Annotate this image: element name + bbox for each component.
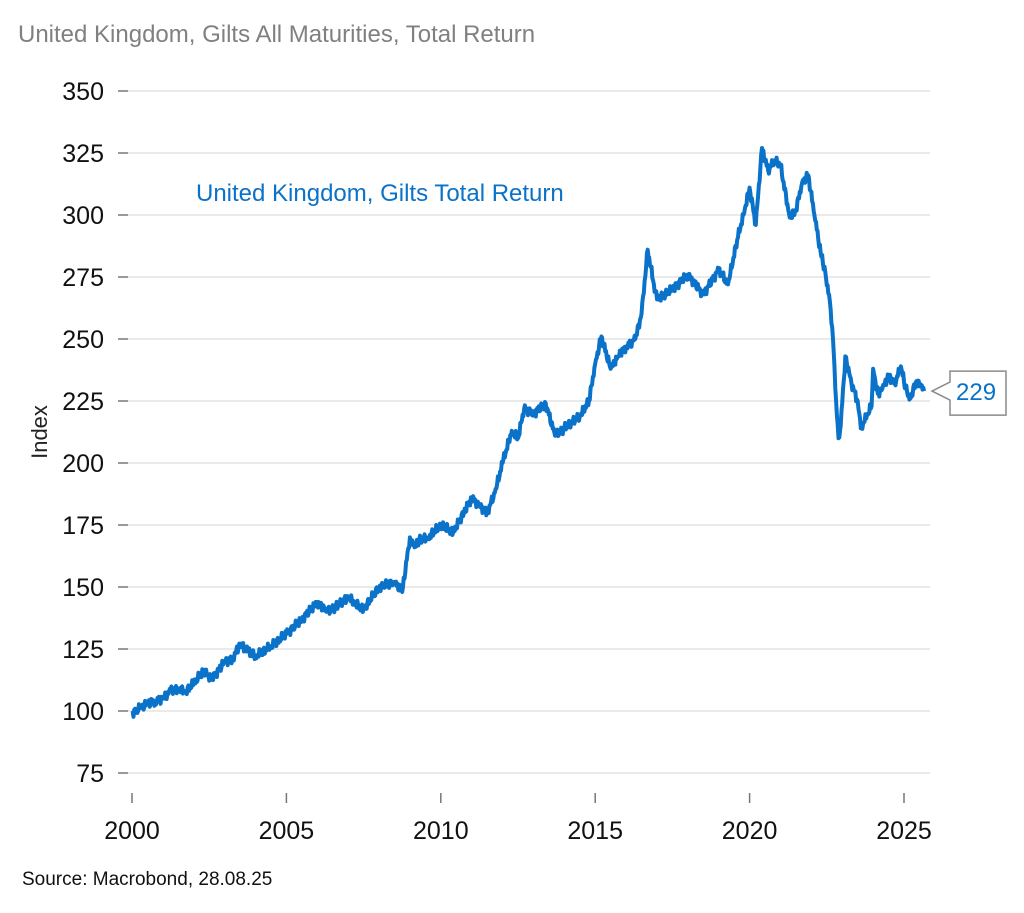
y-tick-label: 200 bbox=[62, 450, 104, 478]
series-line bbox=[130, 146, 927, 719]
series-label: United Kingdom, Gilts Total Return bbox=[196, 180, 564, 207]
y-axis: 75 100 125 150 175 200 225 250 275 300 325 350 bbox=[62, 78, 128, 788]
y-tick-label: 100 bbox=[62, 698, 104, 726]
x-tick-label: 2010 bbox=[413, 817, 469, 845]
y-tick-label: 300 bbox=[62, 202, 104, 230]
y-tick-label: 150 bbox=[62, 574, 104, 602]
y-tick-label: 175 bbox=[62, 512, 104, 540]
end-value-callout-box bbox=[930, 370, 1007, 416]
y-tick-label: 75 bbox=[76, 760, 104, 788]
y-axis-label: Index bbox=[27, 405, 52, 459]
source-note: Source: Macrobond, 28.08.25 bbox=[22, 869, 272, 890]
x-tick-label: 2015 bbox=[567, 817, 623, 845]
chart-title: United Kingdom, Gilts All Maturities, To… bbox=[18, 21, 535, 48]
x-tick-label: 2000 bbox=[104, 817, 160, 845]
end-value-callout: 229 bbox=[930, 370, 1007, 416]
y-tick-label: 350 bbox=[62, 78, 104, 106]
end-value-label: 229 bbox=[956, 379, 996, 406]
y-tick-label: 225 bbox=[62, 388, 104, 416]
y-tick-label: 325 bbox=[62, 140, 104, 168]
y-tick-label: 125 bbox=[62, 636, 104, 664]
y-tick-label: 275 bbox=[62, 264, 104, 292]
x-axis: 2000 2005 2010 2015 2020 2025 bbox=[104, 793, 932, 845]
x-tick-label: 2005 bbox=[259, 817, 315, 845]
x-tick-label: 2025 bbox=[876, 817, 932, 845]
y-tick-label: 250 bbox=[62, 326, 104, 354]
series-layer bbox=[130, 146, 927, 719]
x-tick-label: 2020 bbox=[722, 817, 778, 845]
